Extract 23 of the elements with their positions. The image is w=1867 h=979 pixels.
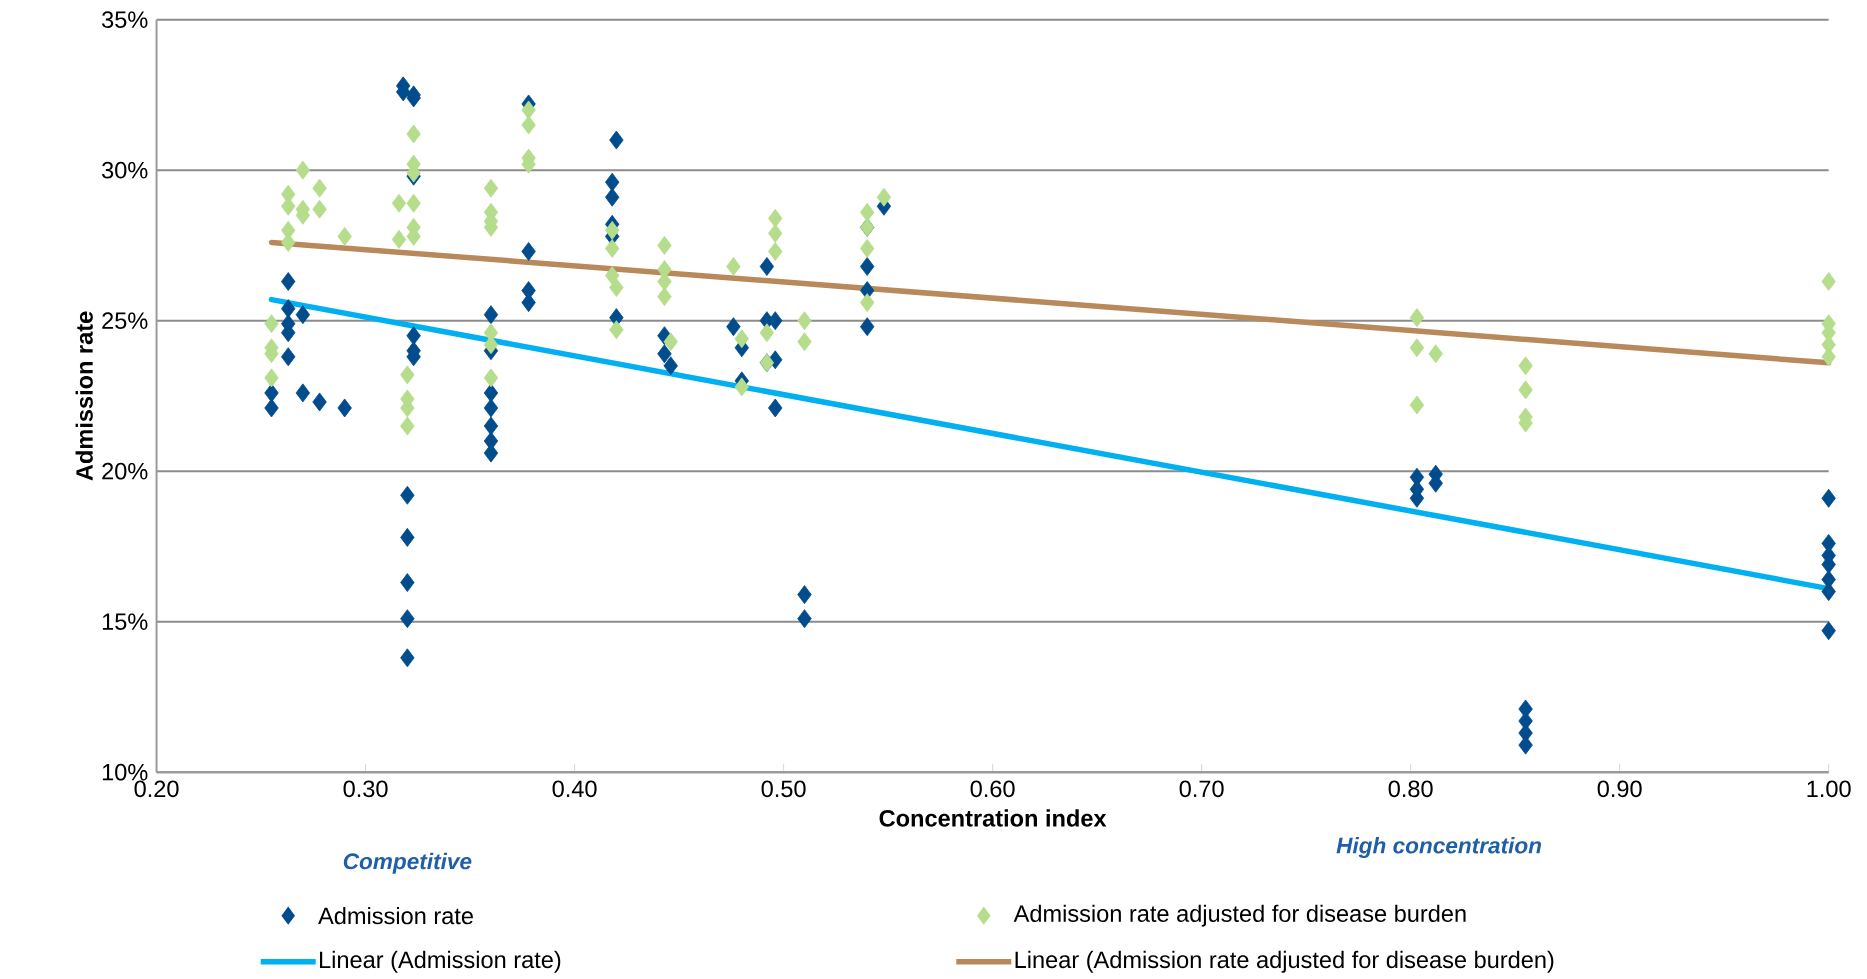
y-tick-label: 30%: [102, 162, 148, 179]
y-tick-label: 25%: [102, 312, 148, 330]
x-tick-label: 0.40: [552, 780, 597, 798]
y-axis-title: Admission rate: [75, 311, 93, 481]
legend-label: Admission rate adjusted for disease burden: [1013, 904, 1466, 927]
x-tick-label: 0.70: [1179, 780, 1224, 798]
text: Competitive: [343, 852, 472, 875]
x-tick-label: 0.60: [970, 780, 1015, 798]
x-tick-label: 0.30: [343, 780, 388, 798]
x-tick-label: 0.80: [1388, 780, 1433, 798]
x-axis-title: Concentration index: [879, 809, 1107, 827]
x-tick-label: 0.20: [134, 780, 179, 798]
y-tick-label: 35%: [102, 11, 148, 29]
x-tick-label: 1.00: [1807, 780, 1851, 798]
x-tick-label: 0.90: [1597, 780, 1642, 798]
x-tick-label: 0.50: [761, 780, 806, 798]
legend-label: Linear (Admission rate adjusted for disease burden): [1015, 951, 1554, 974]
y-tick-label: 15%: [102, 613, 148, 631]
legend-label: Linear (Admission rate): [320, 951, 561, 974]
y-tick-label: 10%: [102, 764, 148, 781]
text: High concentration: [1336, 837, 1542, 859]
y-tick-label: 20%: [102, 463, 148, 480]
legend-label: Admission rate: [318, 907, 473, 925]
